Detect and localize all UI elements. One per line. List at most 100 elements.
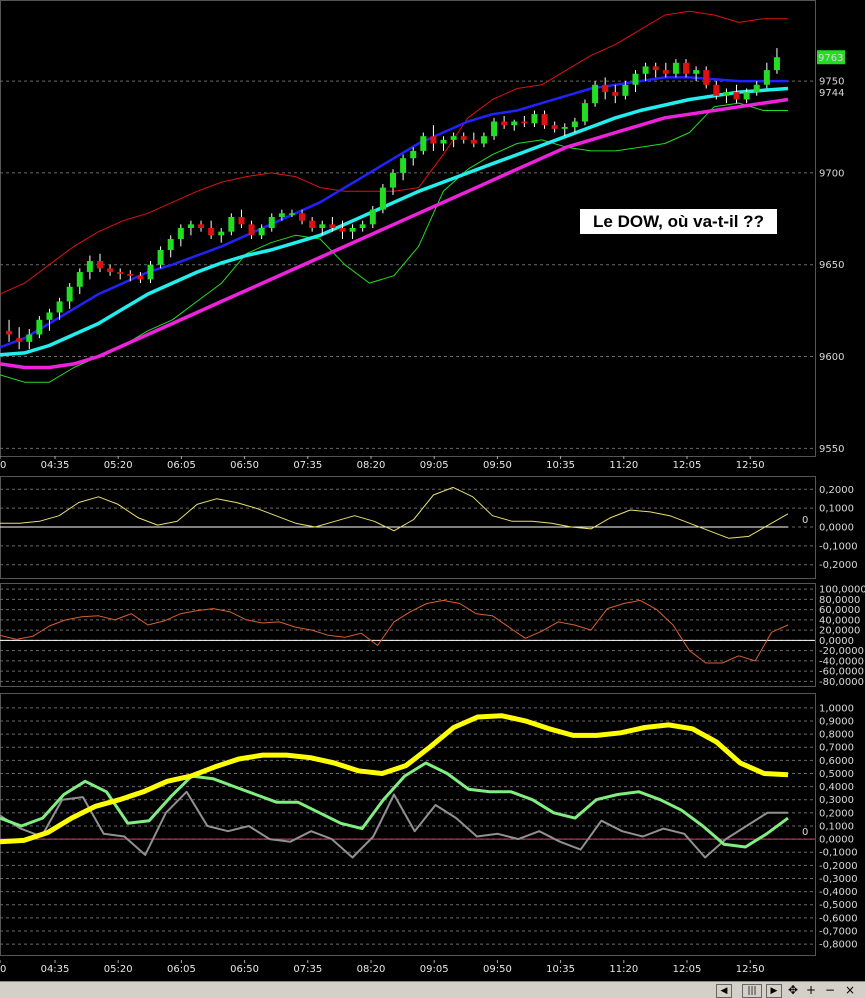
candle-body [753,84,760,93]
candle-body [450,136,457,140]
y-tick-label: 0,4000 [819,782,854,793]
right-arrow-icon[interactable]: ▶ [766,984,782,998]
candle-body [86,261,93,273]
y-tick-label: -40,0000 [819,656,864,667]
x-tick-label: 0 [0,964,6,975]
candle-body [632,73,639,85]
x-tick-label: 10:35 [546,964,575,975]
y-tick-label: -20,0000 [819,646,864,657]
candle-body [379,187,386,210]
candle-body [278,213,285,217]
y-tick-label: -0,7000 [819,926,858,937]
y-tick-label: 9700 [819,168,844,179]
candle-body [66,286,73,302]
y-tick-label: 0,0000 [819,636,854,647]
candle-body [339,228,346,232]
candle-body [36,319,43,335]
x-tick-label: 06:50 [230,964,259,975]
plus-icon[interactable]: + [806,983,817,997]
candle-body [329,224,336,228]
y-tick-label: 0,0000 [819,835,854,846]
moving-average-mid-line [0,86,789,357]
oscillator-panel-3-frame [0,693,816,956]
candle-body [248,224,255,236]
candle-body [672,62,679,74]
candle-body [16,338,23,342]
candle-body [76,272,83,287]
y-tick-label: -0,2000 [819,560,858,571]
candle-body [187,224,194,228]
candle-body [723,92,730,96]
y-tick-label: 0,6000 [819,756,854,767]
candle-body [773,57,780,71]
candle-body [157,250,164,265]
candle-body [390,172,396,188]
x-tick-label: 05:20 [104,460,133,471]
candle-body [410,150,417,159]
x-tick-label: 11:20 [609,964,638,975]
x-tick-label: 07:35 [293,964,322,975]
y-tick-label: 9650 [819,260,844,271]
candle-body [299,213,306,221]
candle-body [521,121,528,124]
y-tick-label: -60,0000 [819,667,864,678]
chart-scrollbar[interactable]: ◀ ||| ▶ ✥ + − × [0,981,865,998]
candle-body [288,213,295,215]
candle-body [592,84,599,104]
candle-body [117,272,124,274]
candle-body [228,216,235,232]
y-tick-label: -0,1000 [819,541,858,552]
grip-icon[interactable]: ||| [742,984,762,998]
y-tick-label: 1,0000 [819,703,854,714]
oscillator-3-green-line [0,761,789,849]
x-tick-label: 08:20 [357,460,386,471]
candle-body [460,136,467,140]
candle-body [703,70,710,85]
minus-icon[interactable]: − [825,983,836,997]
x-tick-label: 04:35 [41,964,70,975]
x-tick-label: 04:35 [41,460,70,471]
price-tag-bg [817,50,845,65]
candle-body [309,220,316,228]
candle-body [470,139,477,144]
y-tick-label: 80,0000 [819,595,860,606]
y-tick-label: 0,1000 [819,504,854,515]
x-tick-label: 06:50 [230,460,259,471]
chart-annotation: Le DOW, où va-t-il ?? [580,209,777,234]
candle-body [177,228,184,240]
y-tick-label: 0,2000 [819,485,854,496]
candle-body [198,224,205,228]
candle-body [541,114,548,126]
y-tick-label: 40,0000 [819,615,860,626]
x-tick-label: 05:20 [104,964,133,975]
candle-body [602,84,609,93]
candle-body [733,92,740,100]
candle-body [6,330,13,335]
zero-label: 0 [802,515,808,526]
candle-body [137,275,144,280]
bollinger-lower-line [0,102,788,383]
candle-body [642,66,649,74]
close-icon[interactable]: × [845,983,856,997]
oscillator-1-line [0,486,789,539]
candle-body [369,209,376,225]
x-tick-label: 09:50 [483,964,512,975]
y-tick-label: 0,7000 [819,743,854,754]
candle-body [693,70,700,74]
moving-average-slow-line [0,97,789,370]
candle-body [581,103,588,122]
move-icon[interactable]: ✥ [788,983,799,997]
x-tick-label: 12:05 [673,964,702,975]
price-panel-frame [0,0,816,457]
candle-body [501,121,508,126]
candle-body [683,62,690,74]
oscillator-2-line [0,599,789,664]
candle-body [258,228,265,236]
bollinger-upper-line [0,10,788,295]
y-tick-label: 9550 [819,444,844,455]
candle-body [26,334,33,342]
y-tick-label: 9750 [819,77,844,88]
y-tick-label: 0,8000 [819,730,854,741]
left-arrow-icon[interactable]: ◀ [716,984,732,998]
